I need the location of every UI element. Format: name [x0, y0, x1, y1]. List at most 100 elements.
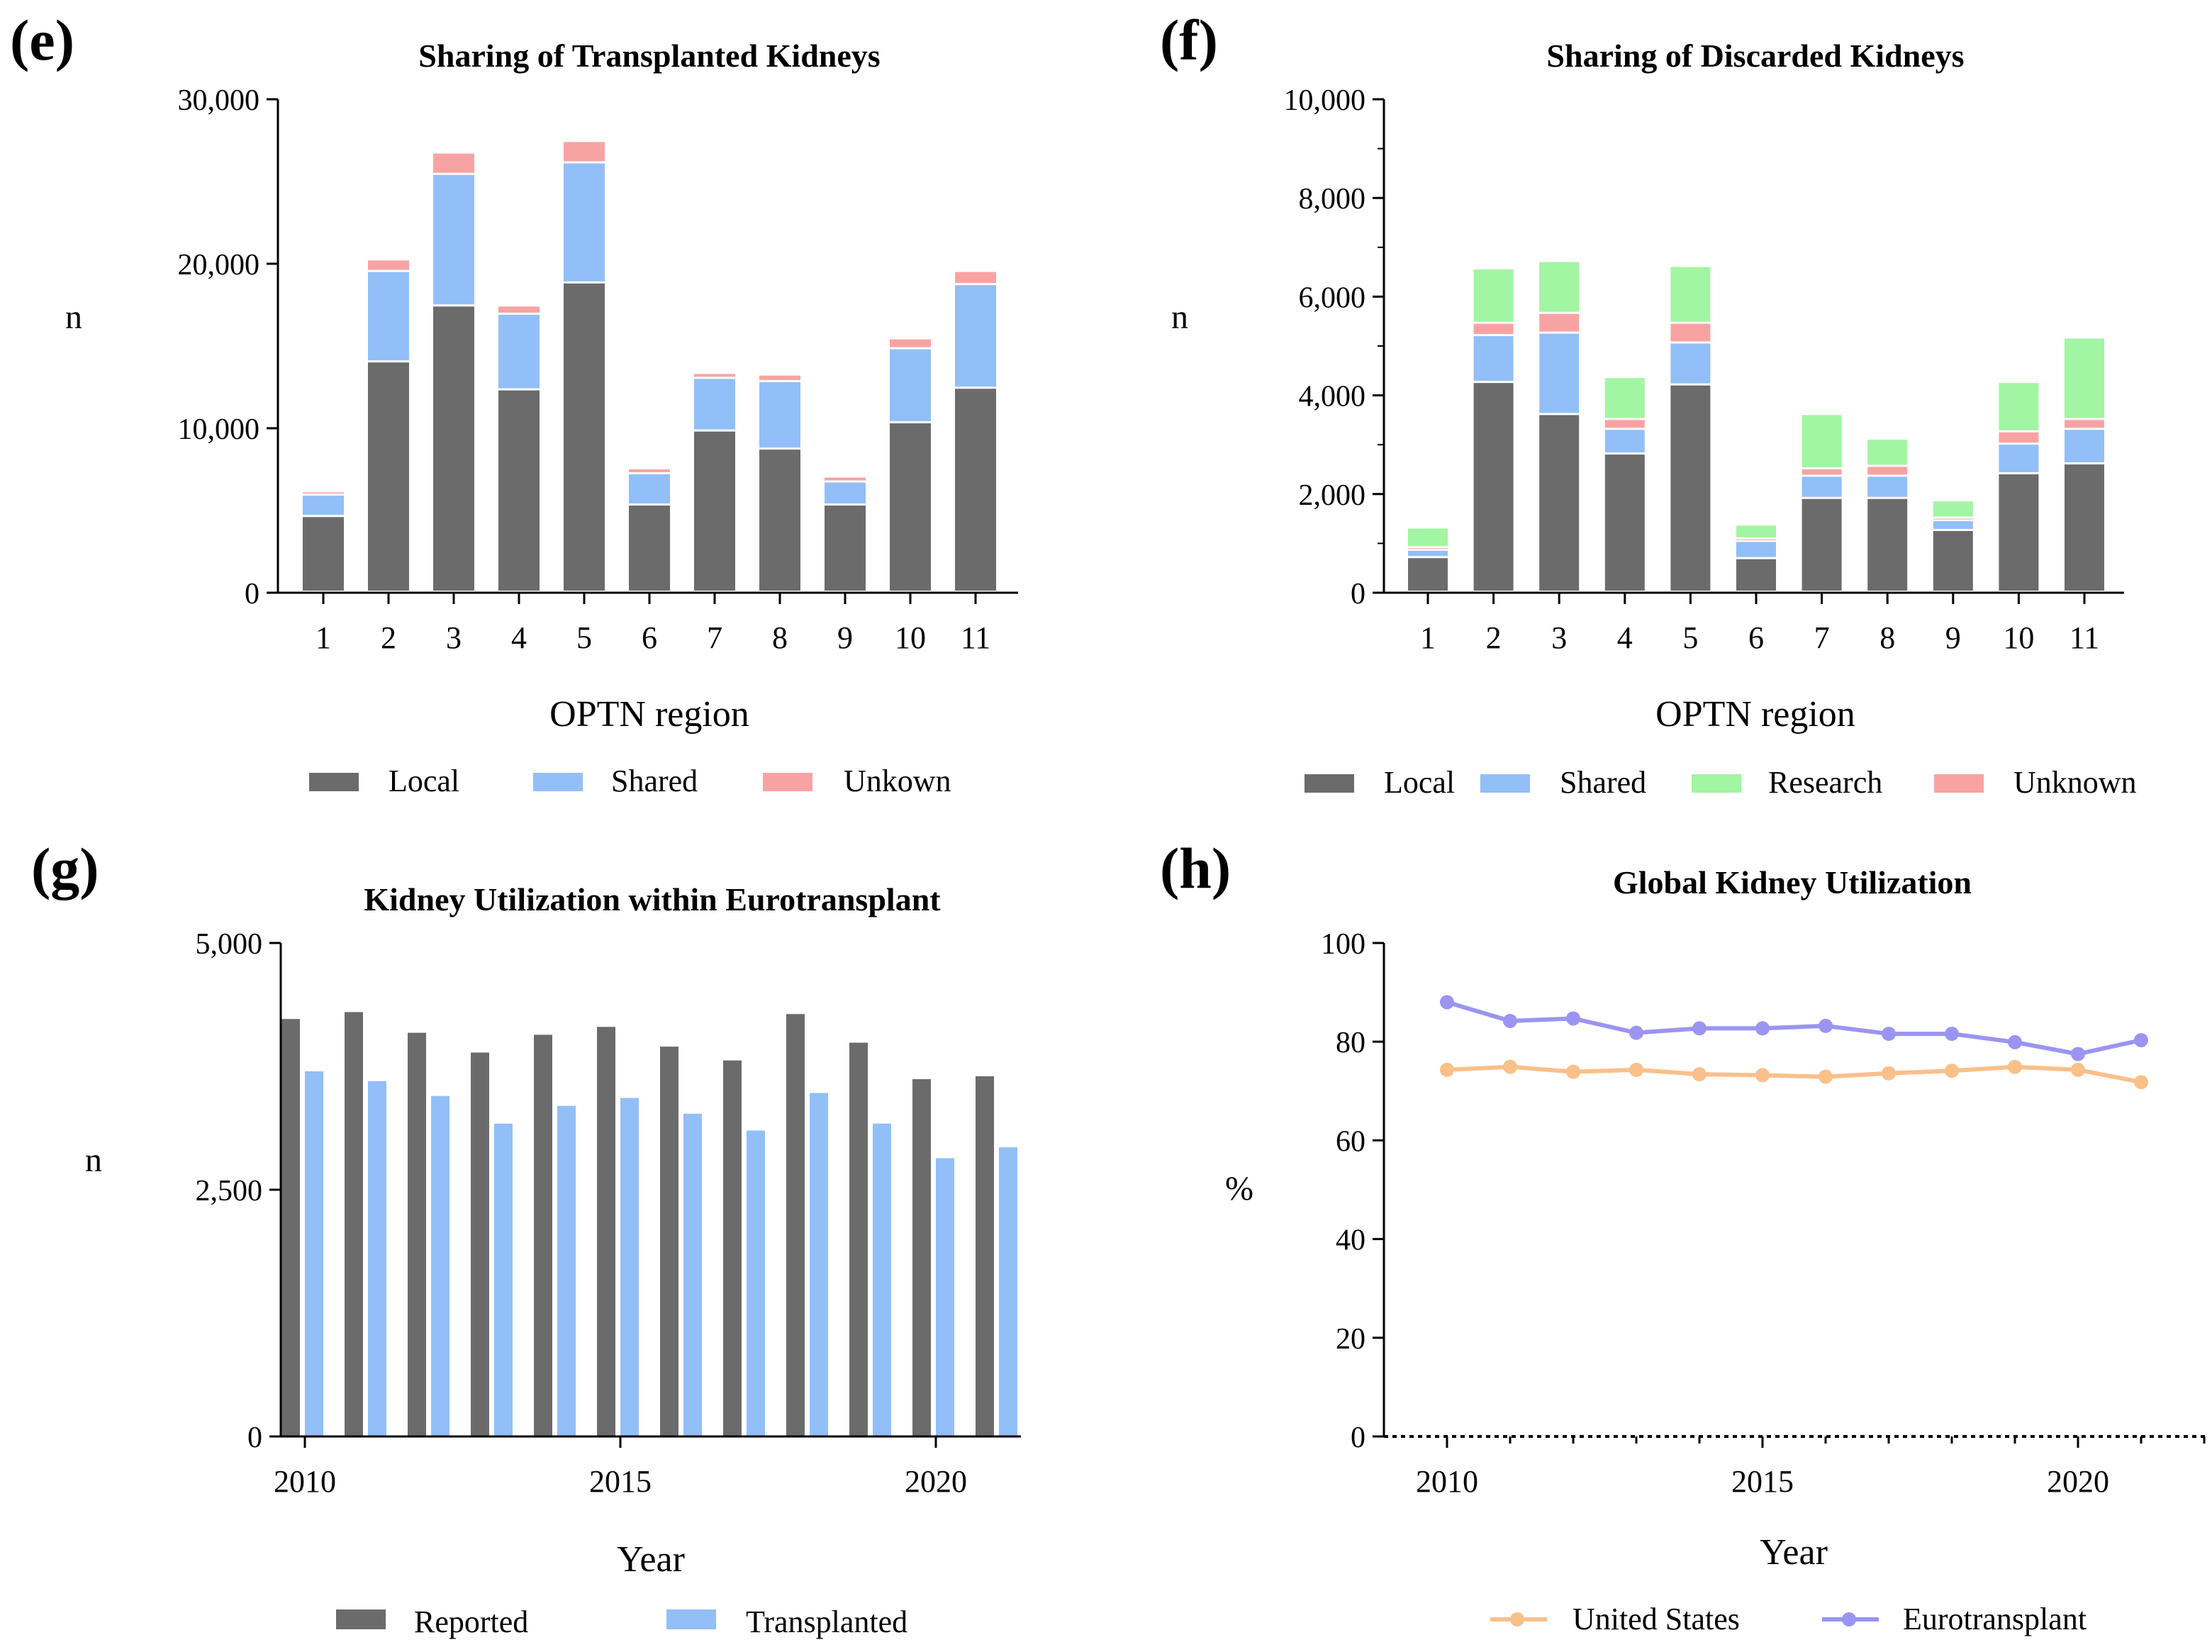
- bar-local: [303, 517, 344, 591]
- bar-shared: [759, 382, 800, 448]
- bar-unknown: [1539, 313, 1580, 332]
- bar-reported: [912, 1079, 931, 1436]
- y-tick-label: 0: [1351, 1422, 1365, 1454]
- x-tick-label: 2020: [2047, 1464, 2109, 1499]
- panel-h-lines: [1440, 995, 2148, 1090]
- legend-swatch-unknown: [1934, 774, 1984, 793]
- bar-local: [564, 283, 605, 591]
- point-eurotransplant: [2134, 1033, 2148, 1048]
- point-eurotransplant: [2071, 1047, 2085, 1061]
- legend-swatch-shared: [533, 773, 583, 791]
- panel-g-axes: [279, 943, 1021, 1438]
- y-tick-label: 2,500: [196, 1175, 263, 1207]
- legend-label-local: Local: [1384, 765, 1455, 800]
- bar-local: [1473, 383, 1514, 591]
- bar-shared: [1933, 521, 1973, 529]
- x-tick-label: 11: [2069, 620, 2099, 655]
- panel-e-legend: Local Shared Unkown: [309, 764, 951, 798]
- bar-transplanted: [557, 1105, 576, 1436]
- bar-unkown: [955, 272, 996, 284]
- x-tick-label: 2010: [1416, 1464, 1478, 1499]
- x-tick-label: 10: [895, 620, 926, 655]
- bar-transplanted: [873, 1123, 891, 1436]
- bar-local: [759, 450, 800, 591]
- bar-shared: [890, 349, 931, 422]
- panel-f-yticks: 0 2,000 4,000 6,000 8,000 10,000: [1284, 84, 1384, 610]
- bar-local: [498, 390, 540, 591]
- bar-transplanted: [747, 1130, 765, 1436]
- bar-research: [1736, 525, 1776, 537]
- point-united-states: [2134, 1075, 2148, 1090]
- bar-shared: [433, 174, 474, 305]
- x-tick-label: 6: [642, 620, 657, 655]
- bar-transplanted: [999, 1147, 1017, 1436]
- y-tick-label: 4,000: [1299, 381, 1366, 413]
- panel-h-yticks: 0 20 40 60 80 100: [1321, 928, 1384, 1454]
- bar-reported: [471, 1052, 489, 1436]
- bar-unknown: [1473, 323, 1514, 335]
- bar-research: [1408, 528, 1448, 547]
- panel-g-letter: (g): [31, 836, 99, 900]
- bar-unknown: [1604, 420, 1645, 428]
- panel-h-ylabel: %: [1225, 1170, 1253, 1207]
- bar-transplanted: [305, 1071, 323, 1436]
- x-tick-label: 2: [1486, 620, 1502, 655]
- bar-unknown: [1670, 323, 1711, 342]
- bar-shared: [1604, 430, 1645, 453]
- point-united-states: [1440, 1062, 1454, 1077]
- y-tick-label: 0: [247, 1422, 262, 1454]
- x-tick-label: 2: [381, 620, 396, 655]
- panel-e-xticks: 1 2 3 4 5 6 7 8 9 10 11: [315, 593, 990, 655]
- bar-unkown: [433, 153, 474, 173]
- legend-label-research: Research: [1768, 765, 1882, 800]
- legend-swatch-reported: [336, 1609, 386, 1629]
- bar-research: [1867, 440, 1908, 465]
- x-tick-label: 5: [1682, 620, 1698, 655]
- point-united-states: [1503, 1059, 1517, 1074]
- legend-label-eurotransplant: Eurotransplant: [1903, 1602, 2087, 1636]
- legend-label-unkown: Unkown: [844, 764, 951, 798]
- point-eurotransplant: [1819, 1018, 1833, 1033]
- y-tick-label: 10,000: [178, 413, 260, 446]
- x-tick-label: 3: [446, 620, 462, 655]
- bar-research: [1473, 269, 1514, 322]
- bar-local: [955, 389, 996, 591]
- x-tick-label: 10: [2003, 620, 2034, 655]
- panel-g: (g) Kidney Utilization within Eurotransp…: [31, 836, 1021, 1639]
- x-tick-label: 2010: [274, 1464, 336, 1499]
- y-tick-label: 40: [1336, 1224, 1365, 1257]
- point-united-states: [1692, 1067, 1707, 1082]
- bar-unknown: [1999, 432, 2039, 443]
- bar-local: [1736, 559, 1776, 591]
- bar-reported: [786, 1014, 805, 1436]
- bar-reported: [281, 1019, 300, 1436]
- y-tick-label: 100: [1321, 928, 1365, 961]
- x-tick-label: 8: [1879, 620, 1895, 655]
- bar-unkown: [890, 339, 931, 347]
- panel-f-legend: Local Shared Research Unknown: [1305, 765, 2137, 800]
- bar-research: [1604, 378, 1645, 418]
- bar-local: [1539, 415, 1580, 591]
- panel-h: (h) Global Kidney Utilization % Year 0 20…: [1160, 836, 2206, 1636]
- bar-shared: [564, 163, 605, 281]
- point-eurotransplant: [1629, 1025, 1643, 1040]
- panel-f-bars: [1408, 262, 2104, 591]
- bar-unknown: [2065, 420, 2104, 428]
- bar-reported: [345, 1012, 363, 1436]
- bar-unknown: [1408, 548, 1448, 549]
- panel-h-axes: [1382, 943, 2205, 1438]
- panel-f-ylabel: n: [1171, 298, 1188, 336]
- x-tick-label: 11: [961, 620, 990, 655]
- bar-shared: [1539, 333, 1580, 413]
- panel-e-bars: [303, 142, 996, 591]
- bar-shared: [1408, 550, 1448, 557]
- bar-unkown: [368, 260, 409, 270]
- bar-shared: [955, 285, 996, 387]
- panel-e-yticks: 0 10,000 20,000 30,000: [178, 84, 278, 610]
- legend-swatch-unkown: [763, 773, 812, 791]
- bar-shared: [1802, 476, 1842, 497]
- bar-local: [825, 506, 866, 591]
- panel-f-axes: [1378, 99, 2124, 594]
- x-tick-label: 2015: [589, 1464, 652, 1499]
